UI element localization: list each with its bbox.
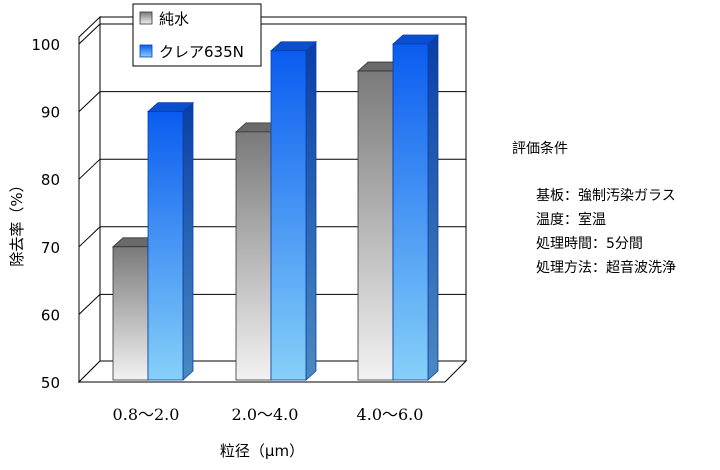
condition-time: 処理時間：5分間: [536, 236, 643, 252]
y-tick-label: 80: [41, 171, 60, 189]
x-tick-label: 0.8～2.0: [113, 405, 180, 424]
condition-temperature: 温度：室温: [536, 212, 606, 228]
conditions-title: 評価条件: [512, 141, 568, 157]
bar-front: [357, 70, 394, 381]
legend: 純水 クレア635N: [132, 3, 262, 67]
y-tick-label: 70: [41, 239, 60, 257]
y-tick-label: 60: [41, 306, 60, 324]
legend-swatch-pure-water: [139, 11, 153, 25]
y-tick-label: 90: [41, 104, 60, 122]
bar-clear-635n-0: [146, 101, 195, 381]
gridlines: [78, 23, 466, 315]
left-wall: [78, 15, 101, 384]
y-axis-ticks: 50 60 70 80 90 100: [31, 36, 60, 392]
legend-swatch-clear-635n: [139, 44, 153, 58]
legend-label-pure-water: 純水: [159, 10, 189, 28]
condition-method: 処理方法：超音波洗浄: [536, 260, 676, 276]
x-tick-label: 2.0～4.0: [232, 405, 299, 424]
bar-side: [427, 34, 439, 381]
bar-side: [182, 101, 194, 381]
gridline: [78, 158, 466, 180]
x-tick-label: 4.0～6.0: [357, 405, 424, 424]
gridline: [78, 293, 466, 315]
gridline: [78, 226, 466, 248]
bar-front: [392, 43, 429, 381]
bar-front: [112, 246, 149, 381]
condition-substrate: 基板：強制汚染ガラス: [536, 188, 676, 204]
bar-front: [235, 131, 272, 381]
legend-box: [132, 3, 262, 67]
bar-front: [147, 111, 184, 381]
evaluation-conditions: 評価条件 基板：強制汚染ガラス 温度：室温 処理時間：5分間 処理方法：超音波洗…: [512, 137, 717, 280]
bar-front: [270, 50, 307, 381]
x-axis-title: 粒径（μm）: [220, 442, 304, 460]
y-axis-title: 除去率（%）: [8, 177, 26, 266]
y-tick-label: 50: [41, 374, 60, 392]
gridline: [78, 91, 466, 112]
x-axis-ticks: 0.8～2.0 2.0～4.0 4.0～6.0: [113, 405, 424, 424]
y-tick-label: 100: [31, 36, 60, 54]
bar-clear-635n-2: [391, 34, 440, 381]
bar-side: [305, 40, 317, 381]
bar-clear-635n-1: [269, 40, 318, 381]
legend-label-clear-635n: クレア635N: [159, 43, 244, 61]
bars: [111, 34, 440, 381]
gridline: [78, 23, 466, 45]
